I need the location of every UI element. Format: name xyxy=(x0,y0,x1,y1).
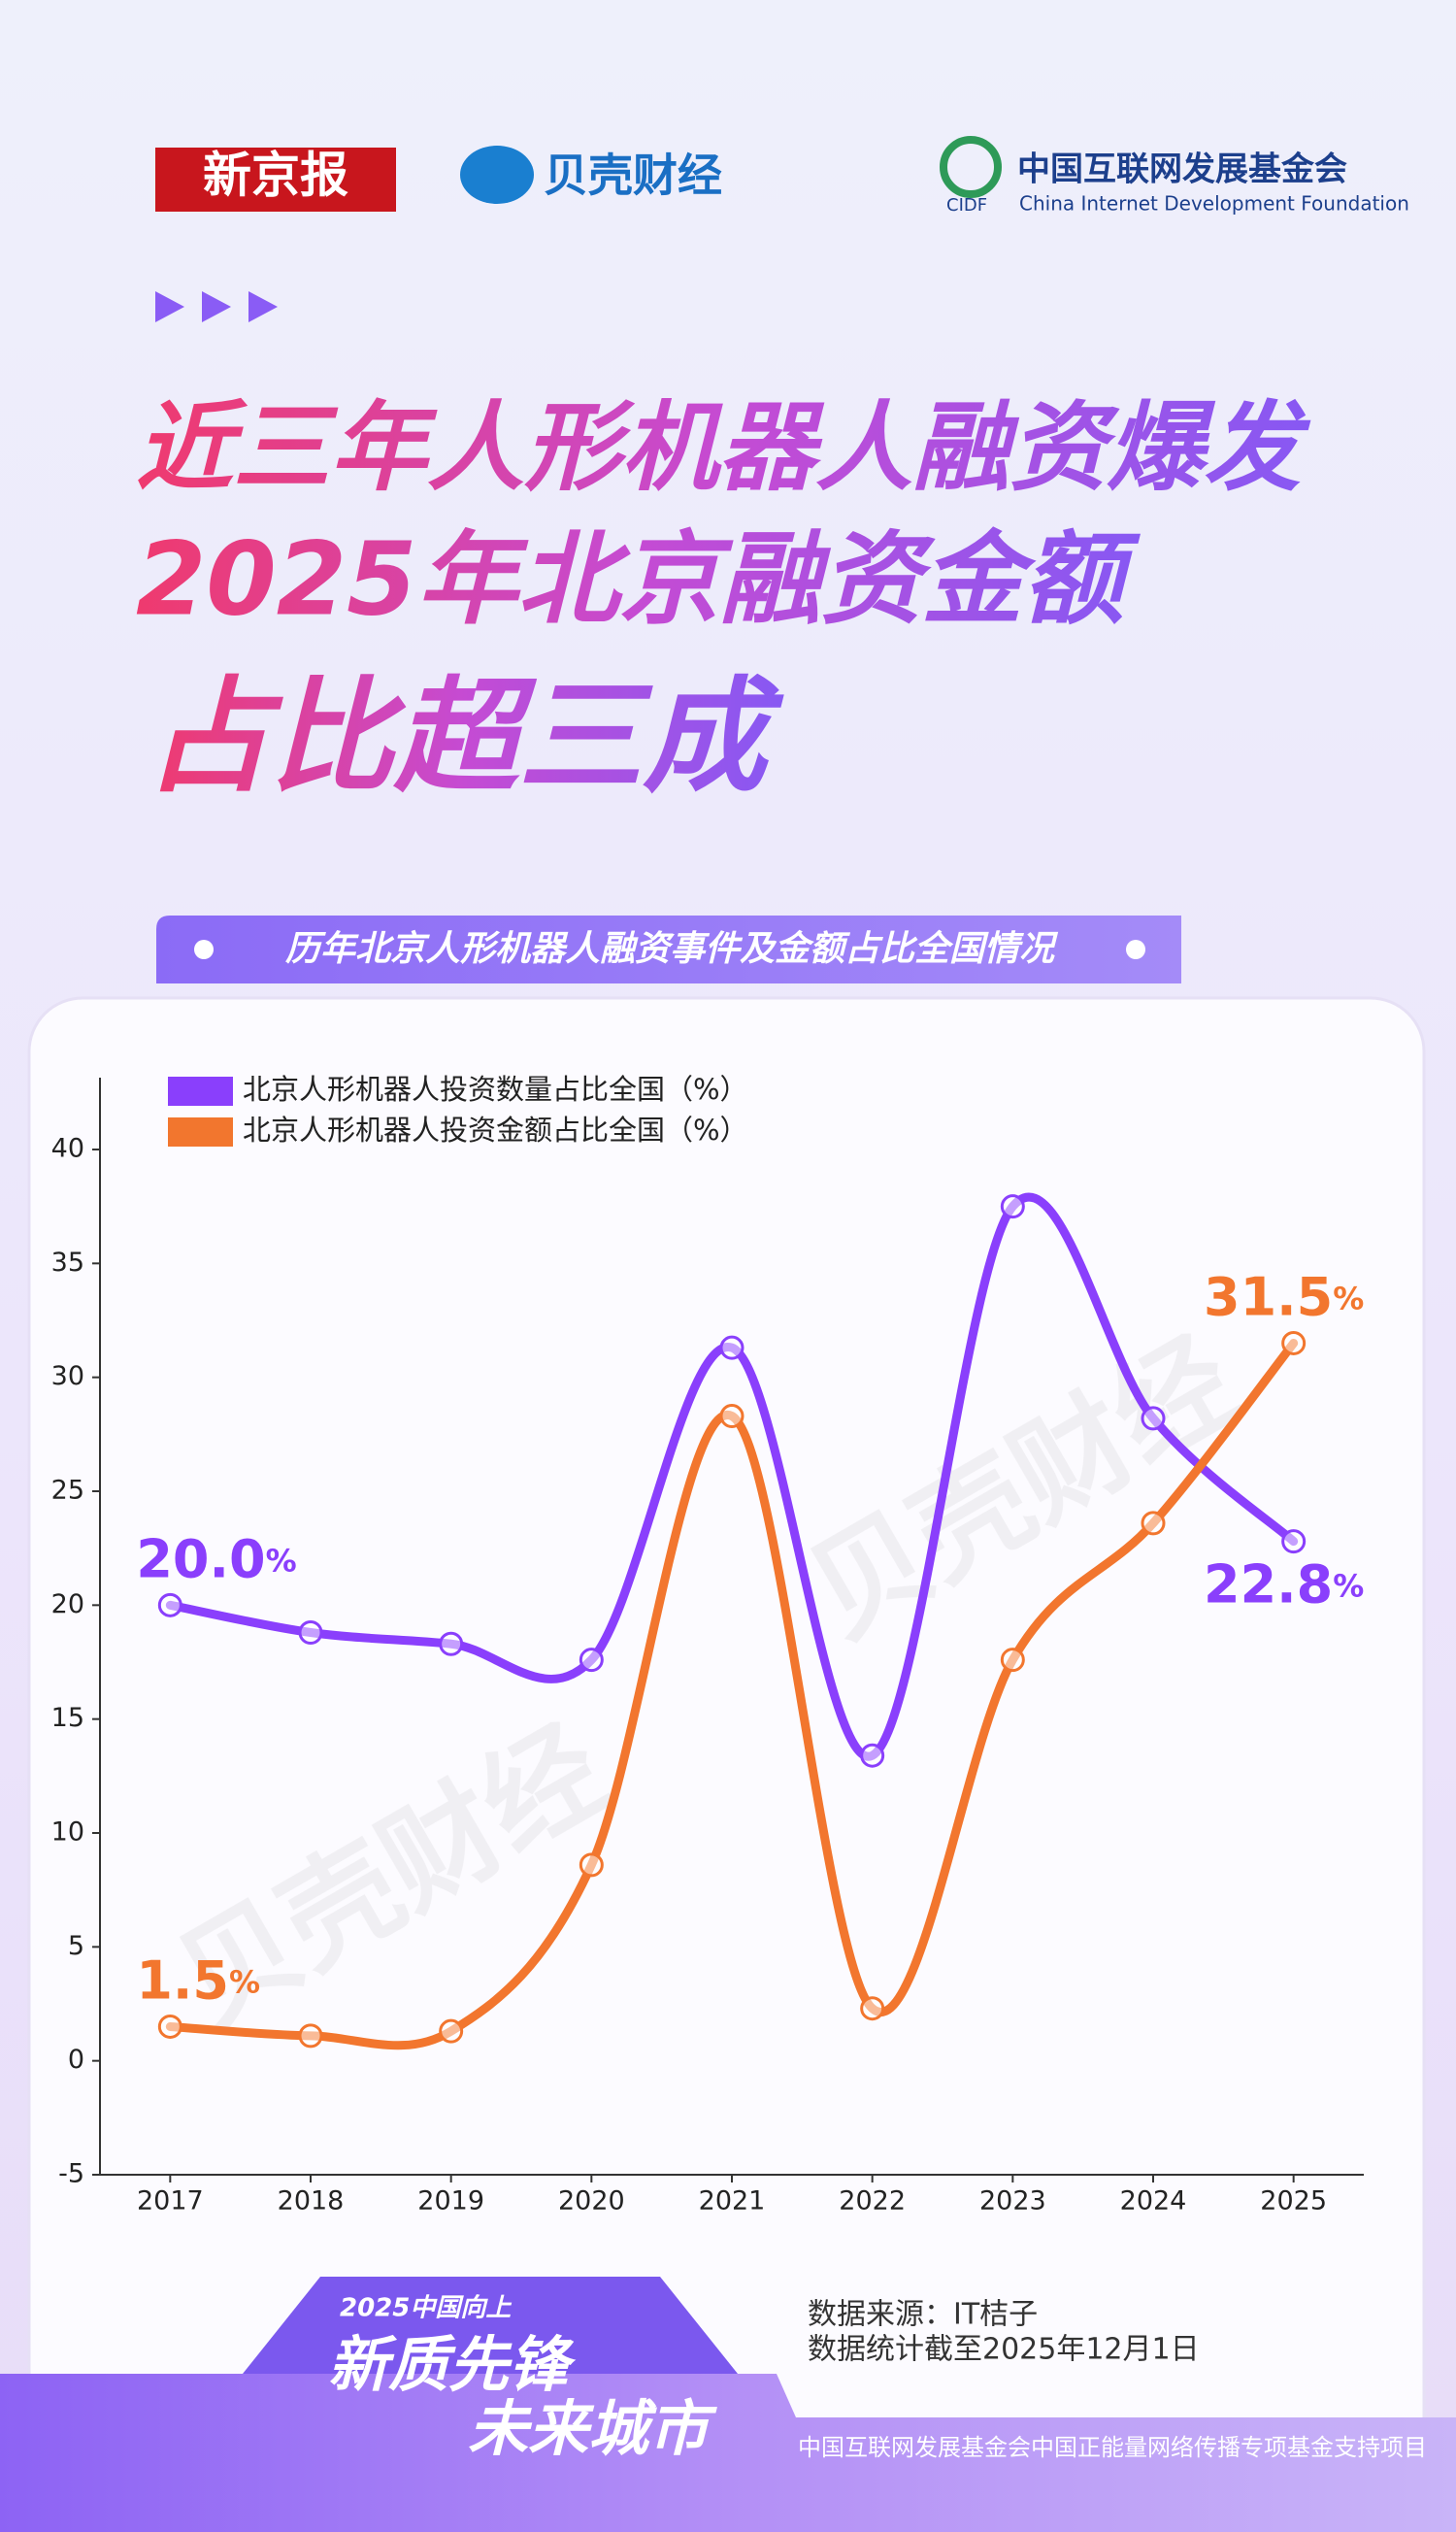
y-tick-label: 25 xyxy=(51,1476,84,1506)
x-tick-label: 2020 xyxy=(558,2186,625,2216)
x-tick-label: 2024 xyxy=(1120,2186,1187,2216)
legend-swatch xyxy=(168,1077,233,1106)
x-tick-label: 2022 xyxy=(839,2186,906,2216)
legend-label: 北京人形机器人投资数量占比全国（%） xyxy=(243,1073,748,1106)
data-label: 20.0% xyxy=(136,1528,296,1589)
org-name: 中国互联网发展基金会 xyxy=(1017,150,1347,189)
point-marker xyxy=(579,1852,604,1878)
badge-shape xyxy=(243,2277,738,2374)
y-tick-label: 0 xyxy=(68,2045,84,2075)
point-marker xyxy=(157,1592,182,1617)
series-line xyxy=(165,1338,1299,2050)
footer-text: 中国互联网发展基金会中国正能量网络传播专项基金支持项目 xyxy=(798,2434,1427,2461)
title-line: 2025年北京融资金额 xyxy=(136,519,1141,638)
title-line: 占比超三成 xyxy=(146,665,784,810)
y-tick-label: 20 xyxy=(51,1589,84,1619)
org-name-en: China Internet Development Foundation xyxy=(1019,192,1409,216)
x-tick-label: 2021 xyxy=(699,2186,766,2216)
x-tick-label: 2023 xyxy=(979,2186,1046,2216)
y-tick-label: 35 xyxy=(51,1248,84,1278)
logo-icon xyxy=(940,136,1002,198)
point-marker xyxy=(439,1631,464,1656)
logo-box xyxy=(155,148,396,212)
logo-text: 新京报 xyxy=(203,148,348,202)
point-marker xyxy=(719,1404,745,1429)
badge-text: 新质先锋 xyxy=(328,2329,577,2400)
source-text: 数据统计截至2025年12月1日 xyxy=(808,2333,1200,2367)
logo-icon xyxy=(460,146,534,204)
legend-label: 北京人形机器人投资金额占比全国（%） xyxy=(243,1114,748,1147)
point-marker xyxy=(719,1335,745,1360)
data-label: 22.8% xyxy=(1204,1553,1364,1615)
point-marker xyxy=(860,1996,885,2021)
decor-dot xyxy=(1126,940,1145,959)
badge-text: 未来城市 xyxy=(468,2393,717,2464)
subtitle-banner xyxy=(156,916,1181,983)
legend-swatch xyxy=(168,1117,233,1147)
logo-text: 贝壳财经 xyxy=(544,150,722,202)
x-tick-label: 2019 xyxy=(417,2186,484,2216)
data-label: 31.5% xyxy=(1204,1266,1364,1327)
chart-title: 历年北京人形机器人融资事件及金额占比全国情况 xyxy=(285,929,1059,969)
org-abbr: CIDF xyxy=(946,195,987,216)
source-text: 数据来源：IT桔子 xyxy=(808,2298,1038,2332)
point-marker xyxy=(1141,1511,1166,1536)
y-tick-label: 30 xyxy=(51,1361,84,1391)
y-tick-label: 40 xyxy=(51,1134,84,1164)
point-marker xyxy=(1281,1330,1307,1355)
data-label: 1.5% xyxy=(136,1949,260,2011)
y-tick-label: 10 xyxy=(51,1817,84,1848)
point-marker xyxy=(579,1648,604,1673)
point-marker xyxy=(1000,1648,1025,1673)
point-marker xyxy=(1000,1194,1025,1219)
x-tick-label: 2017 xyxy=(137,2186,204,2216)
point-marker xyxy=(439,2018,464,2044)
point-marker xyxy=(298,2023,323,2049)
point-marker xyxy=(298,1619,323,1645)
point-marker xyxy=(1141,1406,1166,1431)
badge-text: 2025中国向上 xyxy=(340,2294,512,2323)
series-line xyxy=(165,1192,1299,1761)
y-tick-label: 5 xyxy=(68,1931,84,1961)
x-tick-label: 2018 xyxy=(278,2186,345,2216)
y-tick-label: -5 xyxy=(58,2159,84,2189)
chart-card xyxy=(27,996,1426,2532)
point-marker xyxy=(157,2014,182,2039)
decor-dot xyxy=(194,940,214,959)
point-marker xyxy=(1281,1529,1307,1554)
decor-arrows xyxy=(155,291,278,322)
x-tick-label: 2025 xyxy=(1260,2186,1327,2216)
point-marker xyxy=(860,1743,885,1768)
title-line: 近三年人形机器人融资爆发 xyxy=(136,390,1311,504)
y-tick-label: 15 xyxy=(51,1703,84,1733)
footer-band xyxy=(0,2374,1456,2532)
